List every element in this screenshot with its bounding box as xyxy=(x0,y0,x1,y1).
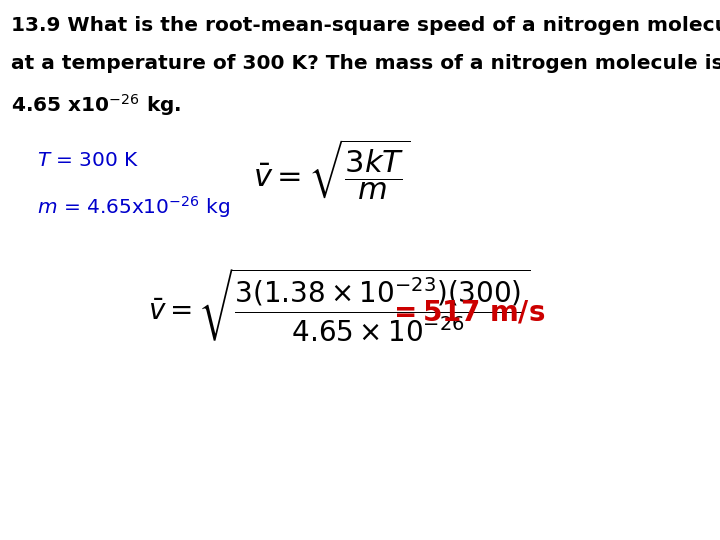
Text: at a temperature of 300 K? The mass of a nitrogen molecule is: at a temperature of 300 K? The mass of a… xyxy=(11,54,720,73)
Text: $\mathit{m}$ = 4.65x10$^{-26}$ kg: $\mathit{m}$ = 4.65x10$^{-26}$ kg xyxy=(37,194,230,220)
Text: $\mathbf{= 517\ m/s}$: $\mathbf{= 517\ m/s}$ xyxy=(388,298,545,326)
Text: 4.65 x10$^{-26}$ kg.: 4.65 x10$^{-26}$ kg. xyxy=(11,92,181,118)
Text: $\bar{v} = \sqrt{\dfrac{3(1.38\times10^{-23})(300)}{4.65\times10^{-26}}}$: $\bar{v} = \sqrt{\dfrac{3(1.38\times10^{… xyxy=(148,267,531,345)
Text: $\bar{v} = \sqrt{\dfrac{3kT}{m}}$: $\bar{v} = \sqrt{\dfrac{3kT}{m}}$ xyxy=(253,138,410,202)
Text: 13.9 What is the root-mean-square speed of a nitrogen molecule: 13.9 What is the root-mean-square speed … xyxy=(11,16,720,35)
Text: $\mathit{T}$ = 300 K: $\mathit{T}$ = 300 K xyxy=(37,151,140,170)
